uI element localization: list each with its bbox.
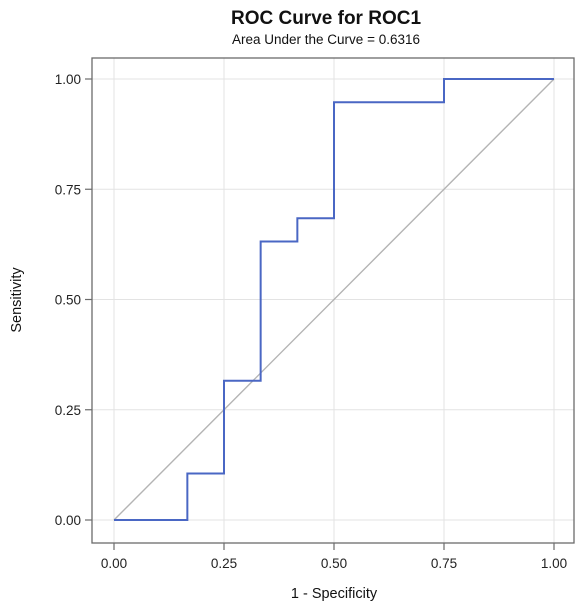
roc-curve-line [114,78,554,521]
x-axis-label: 1 - Specificity [291,586,378,602]
y-tick-label: 0.75 [55,182,81,197]
x-tick-label: 0.75 [431,556,457,571]
y-axis-label: Sensitivity [9,267,25,333]
reference-diagonal-line [113,78,555,521]
x-tick-label: 0.50 [321,556,347,571]
y-tick-label: 0.00 [55,513,81,528]
plot-frame [91,57,575,544]
axis-ticks: 0.00 0.25 0.50 0.75 1.00 0.00 0.25 0.50 0.75 1.00 [55,72,567,571]
y-tick-label: 1.00 [55,72,81,87]
y-tick-label: 0.25 [55,403,81,418]
x-tick-label: 0.00 [101,556,127,571]
x-tick-label: 0.25 [211,556,237,571]
chart-subtitle: Area Under the Curve = 0.6316 [232,32,420,47]
y-tick-label: 0.50 [55,293,81,308]
chart-title: ROC Curve for ROC1 [231,8,421,29]
x-tick-label: 1.00 [541,556,567,571]
